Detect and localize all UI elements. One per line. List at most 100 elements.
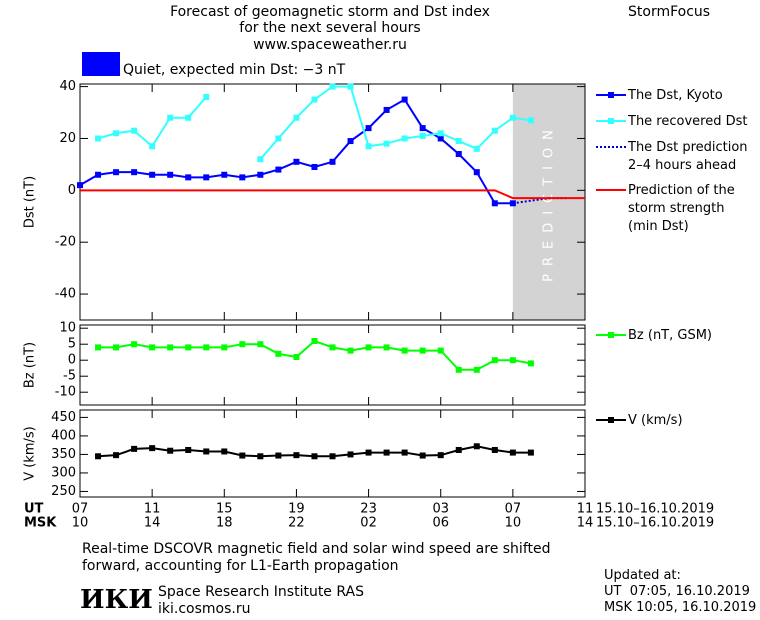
- point: [131, 445, 138, 452]
- point: [221, 171, 228, 178]
- point: [473, 145, 480, 152]
- legend-marker: [608, 118, 614, 124]
- point: [383, 106, 390, 113]
- point: [185, 114, 192, 121]
- point: [113, 452, 120, 459]
- point: [203, 448, 210, 455]
- point: [347, 347, 354, 354]
- legend-label: The Dst, Kyoto: [628, 88, 723, 103]
- point: [95, 453, 102, 460]
- point: [257, 156, 264, 163]
- updated: Updated at:: [604, 568, 681, 583]
- x-row-dates: 15.10–16.10.2019: [596, 516, 714, 531]
- point: [347, 451, 354, 458]
- point: [437, 347, 444, 354]
- plot-frame: [79, 324, 586, 406]
- point: [473, 169, 480, 176]
- point: [311, 96, 318, 103]
- x2-tick-label: 10: [72, 516, 89, 531]
- series-line: [80, 189, 585, 200]
- point: [203, 93, 210, 100]
- site: iki.cosmos.ru: [158, 601, 251, 617]
- x-tick-label: 07: [505, 502, 522, 517]
- point: [491, 357, 498, 364]
- point: [167, 344, 174, 351]
- x-tick-label: 11: [144, 502, 161, 517]
- point: [419, 125, 426, 132]
- point: [77, 182, 83, 189]
- point: [401, 96, 408, 103]
- note: Real-time DSCOVR magnetic field and sola…: [82, 541, 551, 574]
- point: [293, 354, 300, 360]
- point: [437, 452, 444, 459]
- point: [113, 130, 120, 137]
- point: [491, 200, 498, 207]
- point: [149, 143, 156, 150]
- y-tick-label: -20: [55, 235, 76, 250]
- series-line: [98, 339, 532, 371]
- y-tick-label: 5: [68, 337, 76, 352]
- point: [329, 158, 336, 165]
- point: [113, 344, 120, 351]
- legend-marker: [608, 417, 614, 423]
- point: [527, 449, 534, 456]
- brand: StormFocus: [628, 4, 711, 20]
- y-tick-label: 0: [68, 353, 76, 368]
- y-tick-label: 400: [51, 428, 76, 443]
- point: [383, 140, 390, 147]
- x-tick-label: 03: [432, 502, 449, 517]
- y-axis-title: Dst (nT): [23, 176, 38, 228]
- point: [167, 114, 174, 121]
- y-tick-label: 300: [51, 465, 76, 480]
- y-axis-title: V (km/s): [23, 426, 38, 481]
- point: [131, 127, 138, 134]
- point: [293, 452, 300, 459]
- point: [419, 132, 426, 139]
- x-row-name: MSK: [24, 516, 57, 531]
- point: [275, 135, 282, 142]
- y-tick-label: 250: [51, 484, 76, 499]
- point: [329, 83, 336, 90]
- point: [293, 158, 300, 165]
- point: [203, 174, 210, 181]
- point: [527, 117, 534, 124]
- point: [365, 143, 372, 150]
- x2-tick-label: 22: [288, 516, 305, 531]
- x-tick-label: 19: [288, 502, 305, 517]
- point: [491, 127, 498, 134]
- y-tick-label: 40: [59, 79, 76, 94]
- point: [455, 366, 462, 373]
- point: [527, 360, 534, 367]
- institute: Space Research Institute RAS: [158, 584, 364, 600]
- legend-label: Prediction of the storm strength (min Ds…: [628, 183, 735, 234]
- point: [419, 452, 426, 459]
- point: [365, 344, 372, 351]
- point: [383, 344, 390, 351]
- point: [221, 344, 228, 351]
- point: [275, 452, 282, 459]
- url: www.spaceweather.ru: [253, 37, 407, 53]
- y-tick-label: -5: [63, 369, 76, 384]
- point: [257, 453, 264, 460]
- point: [491, 446, 498, 453]
- point: [113, 169, 120, 176]
- point: [239, 341, 246, 348]
- x-tick-label: 11: [577, 502, 594, 517]
- y-tick-label: -40: [55, 287, 76, 302]
- point: [401, 135, 408, 142]
- point: [401, 449, 408, 456]
- point: [509, 449, 516, 456]
- point: [419, 347, 426, 354]
- point: [455, 151, 462, 158]
- point: [509, 357, 516, 364]
- point: [383, 449, 390, 456]
- x-row-dates: 15.10–16.10.2019: [596, 502, 714, 517]
- updated-ut: UT 07:05, 16.10.2019: [604, 584, 750, 599]
- updated-msk: MSK 10:05, 16.10.2019: [604, 600, 757, 615]
- status-swatch: [82, 52, 120, 76]
- plot-frame: [79, 409, 586, 498]
- legend-label: The Dst prediction 2–4 hours ahead: [628, 140, 748, 173]
- y-tick-label: 10: [59, 321, 76, 336]
